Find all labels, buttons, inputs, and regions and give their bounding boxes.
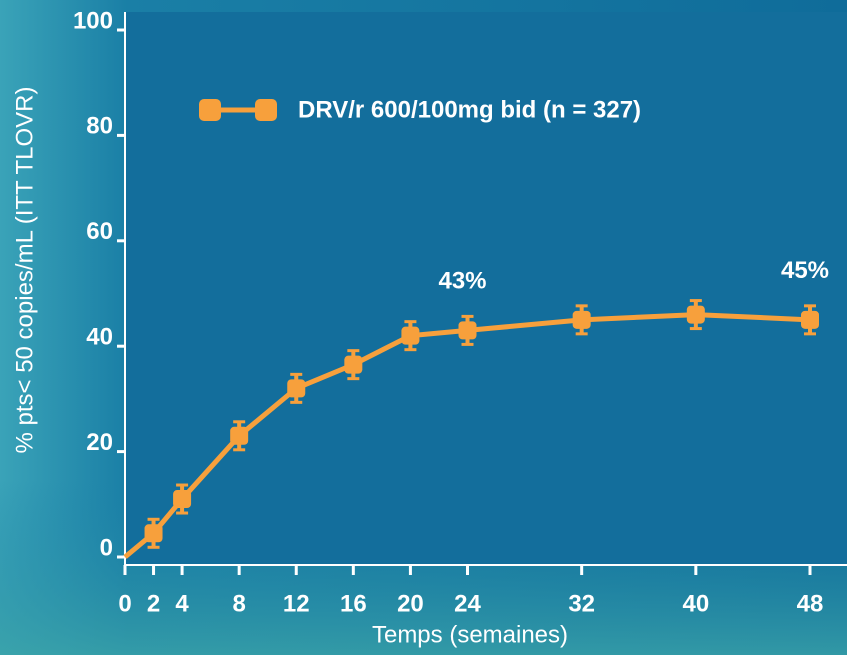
y-axis-title: % pts< 50 copies/mL (ITT TLOVR) xyxy=(11,86,38,453)
legend-marker xyxy=(199,99,221,121)
y-tick-label: 60 xyxy=(86,218,113,245)
marker xyxy=(144,524,163,543)
data-label: 43% xyxy=(438,268,486,295)
x-tick-label: 12 xyxy=(283,590,310,617)
x-axis-title: Temps (semaines) xyxy=(372,621,568,648)
y-tick-label: 20 xyxy=(86,429,113,456)
x-tick-label: 48 xyxy=(797,590,824,617)
legend-label: DRV/r 600/100mg bid (n = 327) xyxy=(298,96,641,123)
marker xyxy=(401,326,420,345)
marker xyxy=(801,310,819,329)
marker xyxy=(572,310,591,329)
y-tick-label: 100 xyxy=(73,7,113,34)
data-label: 45% xyxy=(781,257,829,284)
y-tick-label: 40 xyxy=(86,324,113,351)
y-tick-label: 80 xyxy=(86,113,113,140)
x-tick-label: 4 xyxy=(175,590,189,617)
x-tick-label: 40 xyxy=(682,590,709,617)
x-tick-label: 24 xyxy=(454,590,481,617)
x-tick-label: 2 xyxy=(147,590,160,617)
x-tick-label: 20 xyxy=(397,590,424,617)
plot-area xyxy=(125,12,847,565)
marker xyxy=(344,355,363,374)
x-tick-label: 8 xyxy=(232,590,245,617)
x-tick-label: 16 xyxy=(340,590,367,617)
y-tick-label: 0 xyxy=(100,534,113,561)
legend-marker xyxy=(255,99,277,121)
marker xyxy=(287,379,306,398)
x-tick-label: 0 xyxy=(118,590,131,617)
marker xyxy=(686,305,705,324)
marker xyxy=(458,321,477,340)
x-tick-label: 32 xyxy=(568,590,595,617)
marker xyxy=(230,426,249,445)
marker xyxy=(173,490,192,509)
